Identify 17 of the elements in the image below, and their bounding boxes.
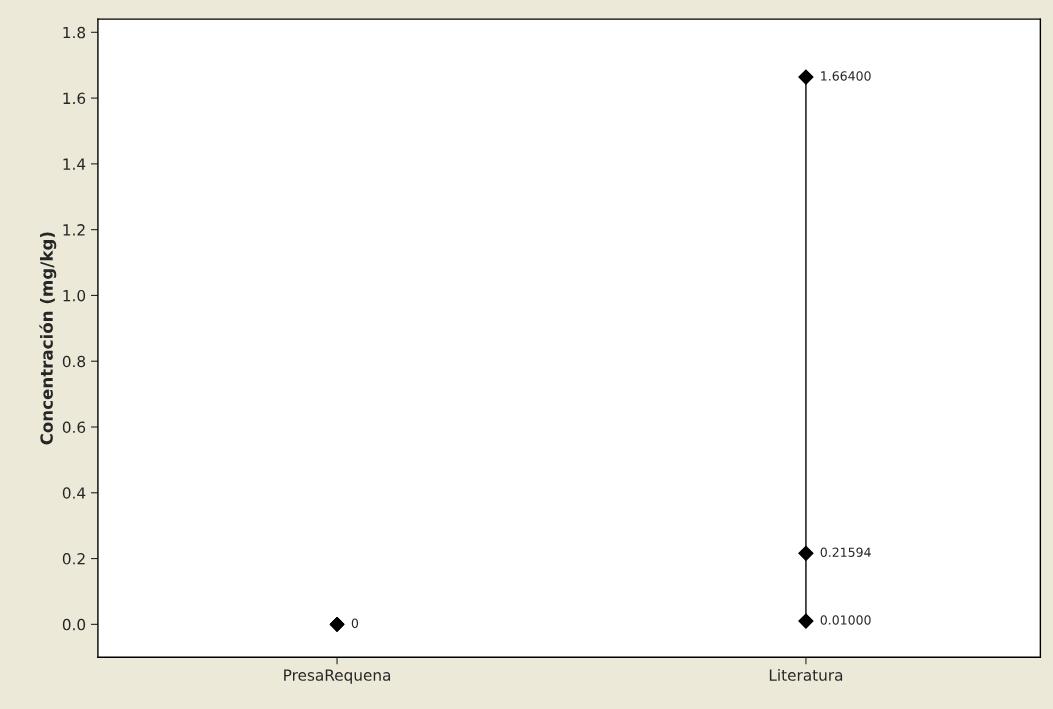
data-label: 0.01000 [820, 615, 871, 625]
data-label: 0 [351, 618, 359, 628]
y-tick-label: 1.8 [63, 26, 86, 39]
y-tick-label: 0.8 [62, 355, 86, 368]
x-tick-label: PresaRequena [284, 669, 391, 684]
y-tick-label: 1.4 [63, 158, 86, 170]
y-tick-label: 1.6 [63, 92, 86, 105]
y-tick-label: 0.2 [62, 553, 85, 565]
y-tick-label: 0.6 [62, 421, 86, 434]
y-tick-label: 1.0 [63, 289, 86, 302]
y-tick-label: 0.4 [62, 487, 86, 499]
y-axis-title: Concentración (mg/kg) [39, 232, 57, 445]
x-tick-label: Literatura [769, 669, 843, 681]
data-label: 0.21594 [820, 547, 871, 557]
data-label: 1.66400 [821, 71, 871, 81]
y-tick-label: 0.0 [62, 618, 86, 631]
y-tick-label: 1.2 [63, 224, 85, 236]
